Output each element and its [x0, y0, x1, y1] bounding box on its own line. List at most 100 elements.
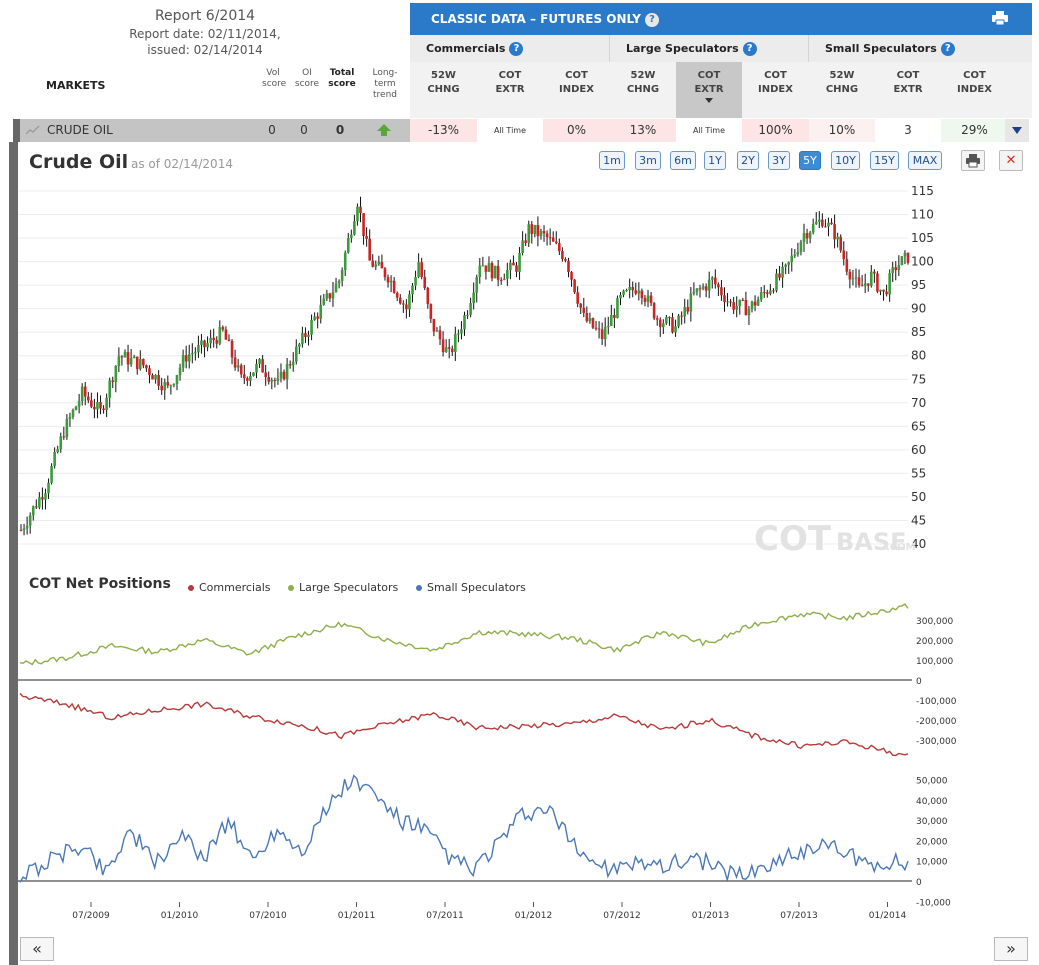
- price-tick-label: 105: [911, 231, 934, 245]
- price-candle: [197, 335, 200, 358]
- range-max-button[interactable]: MAX: [908, 151, 942, 170]
- price-candle: [863, 273, 867, 293]
- price-candle: [551, 231, 555, 242]
- range-10y-button[interactable]: 10Y: [831, 151, 860, 170]
- range-3y-button[interactable]: 3Y: [768, 151, 790, 170]
- price-candle: [172, 383, 176, 388]
- price-candle: [726, 292, 729, 307]
- price-candle: [402, 300, 405, 313]
- price-candle: [111, 376, 115, 389]
- range-3m-button[interactable]: 3m: [635, 151, 661, 170]
- price-candle: [65, 414, 69, 440]
- price-candle: [637, 282, 641, 301]
- price-candle: [365, 227, 368, 247]
- help-icon[interactable]: ?: [509, 42, 524, 56]
- watermark-base: BASE: [836, 528, 907, 556]
- subhead-large-52w[interactable]: 52W CHNG: [610, 62, 676, 118]
- range-6m-button[interactable]: 6m: [670, 151, 696, 170]
- market-row-crude-oil[interactable]: CRUDE OIL 0 0 0 -13% All Time 0% 13% All…: [13, 119, 1032, 142]
- prev-button[interactable]: «: [20, 937, 54, 961]
- market-name[interactable]: CRUDE OIL: [47, 123, 113, 137]
- help-icon[interactable]: ?: [940, 42, 955, 56]
- price-candle: [814, 212, 818, 225]
- legend-commercials[interactable]: Commercials: [188, 581, 271, 594]
- price-candle: [102, 405, 105, 414]
- cot-tick-label: 50,000: [916, 777, 948, 787]
- price-tick-label: 110: [911, 208, 934, 222]
- range-15y-button[interactable]: 15Y: [870, 151, 899, 170]
- price-candle: [148, 365, 151, 384]
- help-icon[interactable]: ?: [742, 42, 757, 56]
- x-axis-label: 01/2010: [161, 911, 199, 921]
- long-term-trend-header[interactable]: Long- term trend: [372, 68, 398, 100]
- price-candle: [802, 223, 806, 252]
- price-candle: [230, 339, 234, 365]
- legend-dot: [188, 585, 194, 591]
- subhead-large-extr[interactable]: COT EXTR: [676, 62, 742, 118]
- price-candle: [646, 289, 650, 308]
- price-candle: [707, 271, 711, 299]
- price-candle: [38, 492, 41, 510]
- price-candle: [350, 229, 353, 243]
- price-candle: [252, 372, 255, 377]
- markets-header[interactable]: MARKETS: [46, 79, 106, 92]
- help-icon[interactable]: ?: [645, 12, 659, 27]
- print-icon[interactable]: [992, 11, 1008, 25]
- price-candle: [31, 505, 35, 521]
- cot-tick-label: 10,000: [916, 858, 948, 868]
- cot-tick-label: 20,000: [916, 837, 948, 847]
- price-candle: [157, 370, 160, 391]
- subhead-large-index[interactable]: COT INDEX: [742, 62, 809, 118]
- price-candle: [821, 213, 824, 228]
- price-candle: [778, 265, 781, 281]
- subhead-comm-extr[interactable]: COT EXTR: [477, 62, 543, 118]
- chart-print-button[interactable]: [961, 150, 985, 171]
- price-candle: [447, 338, 451, 359]
- expand-row-button[interactable]: [1005, 119, 1029, 142]
- price-tick-label: 100: [911, 255, 934, 269]
- price-candle: [304, 327, 307, 343]
- price-candle: [374, 260, 378, 270]
- subhead-small-extr[interactable]: COT EXTR: [875, 62, 941, 118]
- price-candle: [542, 225, 546, 242]
- market-row-left: CRUDE OIL 0 0 0: [13, 119, 410, 142]
- legend-large-speculators[interactable]: Large Speculators: [288, 581, 398, 594]
- price-candle: [558, 238, 561, 255]
- range-2y-button[interactable]: 2Y: [737, 151, 759, 170]
- cot-tick-label: -300,000: [916, 737, 957, 747]
- price-candle: [545, 230, 549, 246]
- range-1m-button[interactable]: 1m: [599, 151, 625, 170]
- subhead-small-52w[interactable]: 52W CHNG: [809, 62, 875, 118]
- price-candle: [270, 377, 274, 390]
- price-candle: [824, 219, 827, 228]
- price-candle: [242, 365, 246, 385]
- price-candle: [255, 359, 258, 379]
- vol-score-header[interactable]: Vol score: [262, 68, 287, 89]
- cot-tick-label: 30,000: [916, 817, 948, 827]
- price-candle: [805, 228, 809, 245]
- subhead-small-index[interactable]: COT INDEX: [941, 62, 1008, 118]
- price-candle: [359, 196, 362, 223]
- cot-tick-label: 200,000: [916, 637, 953, 647]
- price-candle: [68, 412, 72, 427]
- range-5y-button[interactable]: 5Y: [799, 151, 821, 170]
- price-tick-label: 75: [911, 372, 926, 386]
- oi-score-header[interactable]: OI score: [294, 68, 320, 89]
- chart-close-button[interactable]: ✕: [999, 150, 1023, 171]
- legend-small-speculators[interactable]: Small Speculators: [416, 581, 526, 594]
- subhead-comm-index[interactable]: COT INDEX: [543, 62, 610, 118]
- price-candle: [74, 405, 78, 411]
- next-button[interactable]: »: [994, 937, 1028, 961]
- subhead-comm-52w[interactable]: 52W CHNG: [410, 62, 477, 118]
- range-1y-button[interactable]: 1Y: [704, 151, 726, 170]
- price-candle: [512, 255, 515, 266]
- cot-net-positions-chart: 300,000 200,000 100,000 0 -100,000 -200,000 -3…: [18, 603, 957, 921]
- total-score-header[interactable]: Total score: [328, 68, 356, 89]
- large-speculators-line: [19, 603, 909, 666]
- price-candle: [873, 269, 876, 283]
- price-candle: [573, 278, 576, 295]
- price-candle: [96, 392, 99, 419]
- price-candle: [662, 319, 665, 334]
- report-title: Report 6/2014: [154, 8, 256, 24]
- cot-tick-label: 40,000: [916, 797, 948, 807]
